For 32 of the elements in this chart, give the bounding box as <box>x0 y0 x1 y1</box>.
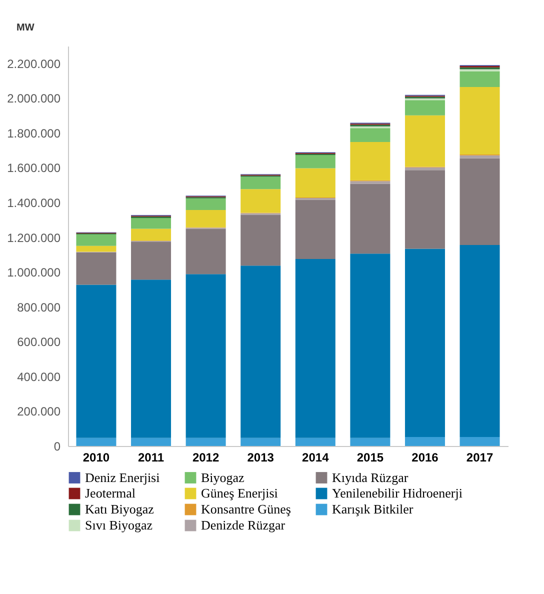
legend-label: Sıvı Biyogaz <box>85 518 153 532</box>
legend-label: Denizde Rüzgar <box>201 518 286 532</box>
legend-label: Güneş Enerjisi <box>201 486 278 500</box>
x-tick-label: 2016 <box>412 450 439 464</box>
y-tick-label: 1.000.000 <box>7 266 61 280</box>
legend-label: Jeotermal <box>85 486 136 500</box>
x-tick-label: 2010 <box>82 450 110 464</box>
legend-label: Katı Biyogaz <box>85 502 154 516</box>
y-axis-title: MW <box>16 22 35 34</box>
x-tick-label: 2011 <box>138 450 164 464</box>
legend-label: Yenilenebilir Hidroenerji <box>332 486 463 500</box>
y-tick-label: 600.000 <box>17 335 61 350</box>
legend-label: Kıyıda Rüzgar <box>332 470 409 485</box>
y-tick-label: 1.200.000 <box>7 230 61 245</box>
y-tick-label: 800.000 <box>17 300 61 314</box>
y-tick-label: 1.600.000 <box>7 161 61 176</box>
y-tick-label: 1.800.000 <box>7 126 61 140</box>
x-tick-label: 2013 <box>247 450 274 464</box>
x-tick-label: 2015 <box>356 450 384 464</box>
y-tick-label: 2.000.000 <box>7 92 61 106</box>
x-tick-label: 2017 <box>466 450 494 464</box>
y-tick-label: 200.000 <box>17 404 61 419</box>
y-tick-label: 2.200.000 <box>7 56 61 71</box>
y-tick-label: 400.000 <box>17 370 61 384</box>
y-tick-label: 1.400.000 <box>7 196 61 210</box>
legend-label: Konsantre Güneş <box>201 502 291 516</box>
legend-label: Karışık Bitkiler <box>332 502 414 516</box>
legend-label: Deniz Enerjisi <box>85 470 160 485</box>
x-tick-label: 2014 <box>302 450 330 464</box>
legend-label: Biyogaz <box>201 470 245 485</box>
x-tick-label: 2012 <box>192 450 220 464</box>
y-tick-label: 0 <box>54 440 61 454</box>
